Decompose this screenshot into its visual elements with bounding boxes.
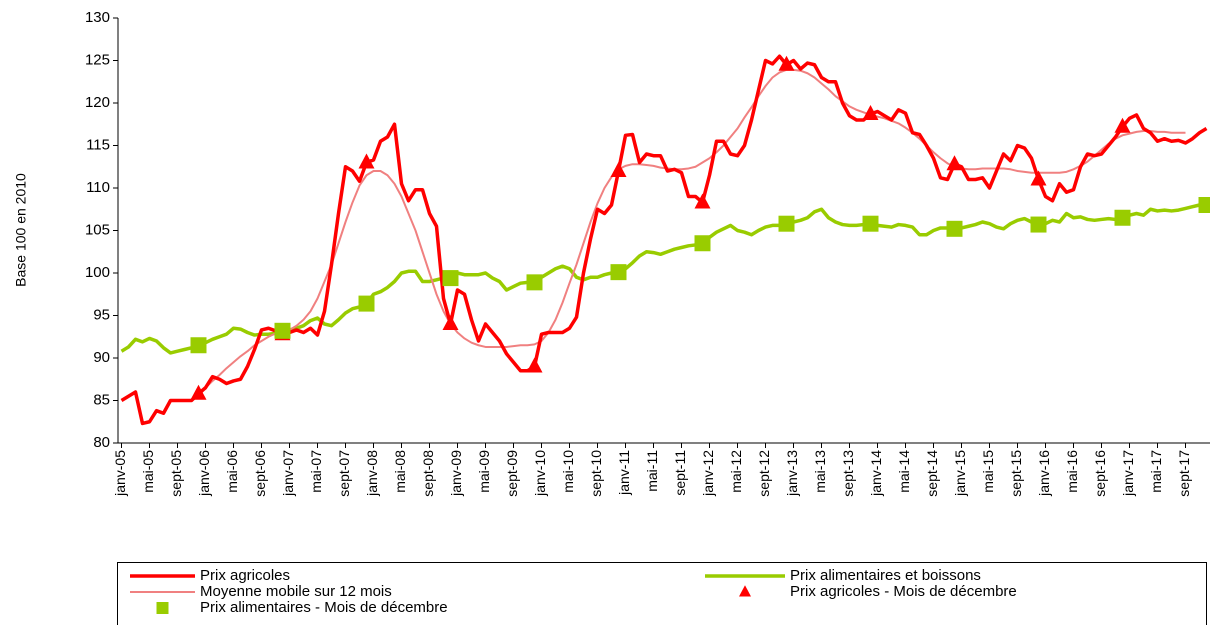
x-tick-label: sept-15 — [1008, 450, 1024, 497]
x-tick-label: mai-12 — [728, 450, 744, 493]
square-marker — [527, 274, 543, 290]
x-tick-label: janv-08 — [364, 450, 380, 497]
x-tick-label: janv-13 — [784, 450, 800, 497]
x-tick-label: janv-05 — [112, 450, 128, 497]
x-tick-label: janv-09 — [448, 450, 464, 497]
y-tick-label: 130 — [85, 9, 110, 26]
y-tick-label: 115 — [86, 136, 110, 153]
square-marker — [863, 216, 879, 232]
x-tick-label: sept-11 — [672, 450, 688, 496]
x-tick-label: janv-11 — [616, 450, 632, 496]
x-tick-label: mai-08 — [392, 450, 408, 493]
x-tick-label: janv-17 — [1120, 450, 1136, 497]
x-tick-label: mai-17 — [1148, 450, 1164, 493]
square-marker — [1199, 197, 1210, 213]
square-marker — [191, 337, 207, 353]
x-tick-label: janv-14 — [868, 450, 884, 497]
square-marker — [1115, 210, 1131, 226]
x-tick-label: sept-16 — [1092, 450, 1108, 497]
x-tick-label: mai-06 — [224, 450, 240, 493]
square-marker — [359, 296, 375, 312]
y-tick-label: 100 — [85, 264, 110, 281]
x-tick-label: sept-05 — [168, 450, 184, 497]
x-tick-label: sept-14 — [924, 450, 940, 497]
x-tick-label: mai-14 — [896, 450, 912, 493]
x-tick-label: sept-13 — [840, 450, 856, 497]
legend-label: Prix alimentaires et boissons — [790, 567, 981, 584]
x-tick-label: janv-15 — [952, 450, 968, 497]
x-tick-label: janv-10 — [532, 450, 548, 497]
x-tick-label: sept-08 — [420, 450, 436, 497]
square-marker — [611, 264, 627, 280]
y-tick-label: 80 — [93, 434, 110, 451]
y-axis-label: Base 100 en 2010 — [13, 173, 29, 287]
square-marker — [157, 602, 169, 614]
x-tick-label: sept-09 — [504, 450, 520, 497]
square-marker — [1031, 217, 1047, 233]
triangle-marker — [527, 358, 543, 373]
x-tick-label: sept-17 — [1176, 450, 1192, 497]
x-tick-label: sept-10 — [588, 450, 604, 497]
square-marker — [443, 270, 459, 286]
series-line — [122, 56, 1207, 423]
triangle-marker — [611, 162, 627, 177]
y-tick-label: 105 — [85, 221, 110, 238]
x-tick-label: janv-12 — [700, 450, 716, 497]
y-tick-label: 95 — [93, 306, 110, 323]
y-tick-label: 110 — [86, 179, 110, 196]
triangle-marker — [443, 315, 459, 330]
x-tick-label: mai-09 — [476, 450, 492, 493]
triangle-marker — [947, 155, 963, 170]
x-tick-label: sept-12 — [756, 450, 772, 497]
y-tick-label: 120 — [85, 94, 110, 111]
x-tick-label: mai-13 — [812, 450, 828, 493]
x-tick-label: mai-16 — [1064, 450, 1080, 493]
legend-label: Moyenne mobile sur 12 mois — [200, 583, 392, 600]
y-tick-label: 90 — [93, 349, 110, 366]
x-tick-label: mai-05 — [140, 450, 156, 493]
x-tick-label: janv-16 — [1036, 450, 1052, 497]
legend-label: Prix alimentaires - Mois de décembre — [200, 599, 448, 616]
x-tick-label: janv-07 — [280, 450, 296, 497]
x-tick-label: sept-06 — [252, 450, 268, 497]
x-tick-label: mai-11 — [644, 450, 660, 492]
legend-label: Prix agricoles — [200, 567, 290, 584]
x-tick-label: mai-10 — [560, 450, 576, 493]
series-line — [199, 70, 1186, 396]
y-tick-label: 85 — [93, 391, 110, 408]
x-tick-label: mai-07 — [308, 450, 324, 493]
square-marker — [947, 221, 963, 237]
square-marker — [695, 235, 711, 251]
x-tick-label: sept-07 — [336, 450, 352, 497]
y-tick-label: 125 — [85, 51, 110, 68]
square-marker — [779, 216, 795, 232]
legend-label: Prix agricoles - Mois de décembre — [790, 583, 1017, 600]
x-tick-label: janv-06 — [196, 450, 212, 497]
x-tick-label: mai-15 — [980, 450, 996, 493]
square-marker — [275, 323, 291, 339]
